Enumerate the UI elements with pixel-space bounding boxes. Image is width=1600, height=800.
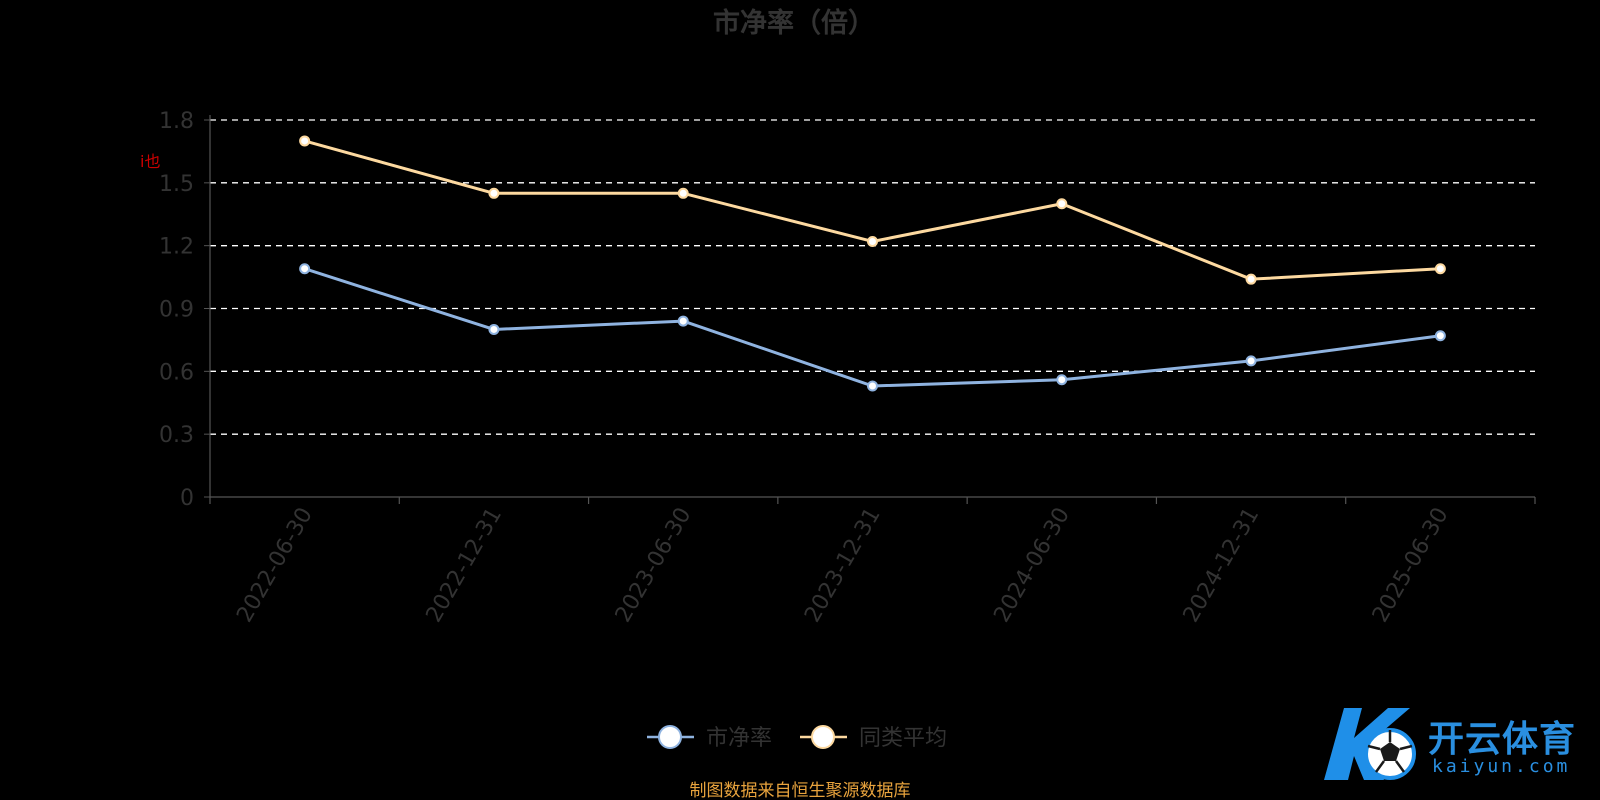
data-point[interactable] [867,235,878,247]
watermark-k-ball-icon [1324,708,1416,780]
x-tick-label: 2024-12-31 [1179,504,1265,627]
axes [204,115,1536,504]
legend-item-avg[interactable]: 同类平均 [800,725,947,751]
data-point[interactable] [1245,273,1257,285]
x-tick-label: 2023-06-30 [611,504,697,627]
watermark-sub-text: kaiyun.com [1432,756,1571,777]
y-tick-label: 0.6 [159,360,194,385]
data-point[interactable] [299,135,311,147]
chart-title: 市净率（倍） [713,7,875,39]
x-tick-label: 2025-06-30 [1368,504,1454,627]
x-tick-label: 2022-06-30 [232,504,318,627]
data-point[interactable] [488,323,500,335]
watermark-main-text: 开云体育 [1428,719,1577,760]
data-point[interactable] [677,315,689,327]
y-tick-label: 0.3 [159,423,194,448]
data-point[interactable] [1245,355,1257,367]
source-note: 制图数据来自恒生聚源数据库 [690,781,911,800]
y-tick-label: 0.9 [159,298,194,323]
legend-label-avg: 同类平均 [859,726,947,751]
data-point[interactable] [299,263,311,275]
x-tick-label: 2023-12-31 [800,504,886,627]
data-point[interactable] [677,187,689,199]
data-point[interactable] [488,187,500,199]
x-tick-label: 2022-12-31 [422,504,508,627]
series-line-1 [304,139,1441,281]
data-point[interactable] [1434,263,1446,275]
series-lines [299,135,1446,392]
legend-marker-pb [658,725,682,749]
legend: 市净率 同类平均 [647,725,947,751]
y-tick-label: 0 [180,486,194,511]
y-tick-label: 1.5 [159,172,194,197]
data-point[interactable] [1056,374,1068,386]
legend-marker-avg [811,725,835,749]
watermark-logo: 开云体育 kaiyun.com [1310,700,1600,790]
x-tick-label: 2024-06-30 [989,504,1075,627]
y-axis-ticks: 0 0.3 0.6 0.9 1.2 1.5 1.8 [159,109,194,511]
data-point[interactable] [1434,330,1446,342]
data-point[interactable] [1056,198,1068,210]
legend-item-pb[interactable]: 市净率 [647,725,772,751]
y-tick-label: 1.8 [159,109,194,134]
x-axis-ticks: 2022-06-30 2022-12-31 2023-06-30 2023-12-31… [232,504,1453,627]
legend-label-pb: 市净率 [706,726,772,751]
small-red-mark: i也 [140,152,160,171]
y-tick-label: 1.2 [159,235,194,260]
data-point[interactable] [867,380,878,392]
series-line-0 [304,267,1441,388]
